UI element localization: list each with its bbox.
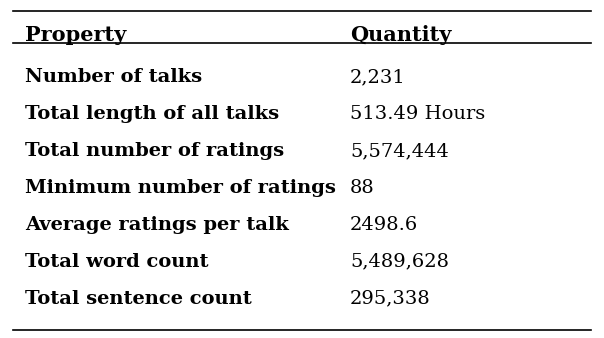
Text: 88: 88 [350, 179, 375, 197]
Text: Total sentence count: Total sentence count [25, 290, 252, 308]
Text: 295,338: 295,338 [350, 290, 431, 308]
Text: Total word count: Total word count [25, 253, 209, 271]
Text: Minimum number of ratings: Minimum number of ratings [25, 179, 336, 197]
Text: 5,574,444: 5,574,444 [350, 142, 449, 160]
Text: Property: Property [25, 25, 127, 45]
Text: Quantity: Quantity [350, 25, 451, 45]
Text: Total length of all talks: Total length of all talks [25, 105, 280, 123]
Text: 513.49 Hours: 513.49 Hours [350, 105, 486, 123]
Text: 5,489,628: 5,489,628 [350, 253, 449, 271]
Text: Number of talks: Number of talks [25, 68, 202, 87]
Text: Total number of ratings: Total number of ratings [25, 142, 284, 160]
Text: Average ratings per talk: Average ratings per talk [25, 216, 289, 234]
Text: 2,231: 2,231 [350, 68, 406, 87]
Text: 2498.6: 2498.6 [350, 216, 419, 234]
